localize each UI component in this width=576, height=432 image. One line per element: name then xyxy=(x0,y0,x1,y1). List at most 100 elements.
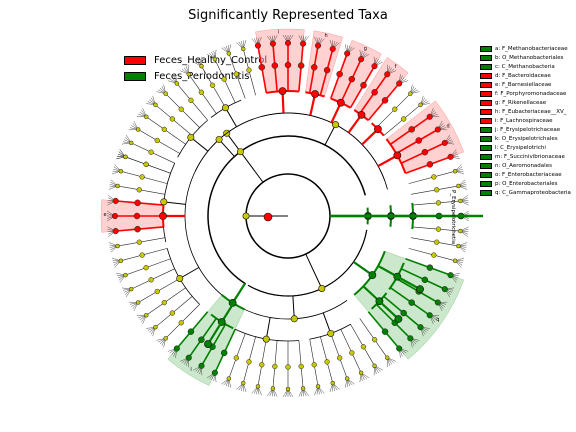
taxon-node xyxy=(392,106,398,112)
clade-shade xyxy=(167,294,245,386)
taxon-node xyxy=(400,309,407,317)
taxon-node xyxy=(258,64,266,71)
taxon-node xyxy=(269,40,276,47)
taxon-node xyxy=(284,39,292,47)
clade-legend-label: f: F_Porphyromonadaceae xyxy=(495,90,567,97)
taxon-node xyxy=(111,212,119,220)
clade-legend-swatch xyxy=(480,45,492,52)
taxon-node xyxy=(358,56,365,63)
clade-legend-entry: m: F_Succinivibrionaceae xyxy=(480,152,576,161)
taxon-node xyxy=(112,197,119,204)
taxon-node xyxy=(431,174,437,180)
clade-legend-label: d: F_Bacteroidaceae xyxy=(495,72,551,79)
taxon-node xyxy=(426,113,433,120)
clade-legend-entry: j: F_Erysipelotrichaceae xyxy=(480,125,576,134)
taxon-node xyxy=(174,81,180,86)
taxon-node xyxy=(434,126,441,133)
subtree-arc xyxy=(207,135,366,285)
taxon-node xyxy=(204,340,212,348)
taxon-node xyxy=(285,386,291,392)
taxon-node xyxy=(384,355,390,360)
taxon-node xyxy=(421,276,429,284)
taxon-node xyxy=(153,102,158,108)
clade-letter: l xyxy=(190,367,191,373)
clade-letter: d xyxy=(446,123,449,129)
clade-legend-swatch xyxy=(480,135,492,142)
clade-legend-swatch xyxy=(480,81,492,88)
taxon-node xyxy=(401,116,407,122)
taxon-node xyxy=(393,151,402,160)
taxon-node xyxy=(176,274,184,282)
clade-legend-label: c: C_Methanobacteria xyxy=(495,63,555,70)
root-node xyxy=(263,212,273,222)
taxon-node xyxy=(135,300,141,305)
clade-legend-entry: c: C_Methanobacteria xyxy=(480,62,576,71)
taxon-node xyxy=(336,70,343,78)
clade-legend-entry: g: F_Rikenellaceae xyxy=(480,98,576,107)
taxon-node xyxy=(434,187,440,193)
taxon-node xyxy=(384,71,391,78)
clade-legend-label: n: O_Aeromonadales xyxy=(495,162,552,169)
clade-letter: g xyxy=(364,46,367,52)
taxon-node xyxy=(456,243,461,249)
taxon-node xyxy=(434,239,440,245)
subtree-arc xyxy=(261,112,386,181)
taxon-node xyxy=(417,324,424,331)
taxon-node xyxy=(368,271,377,279)
taxon-node xyxy=(271,62,279,69)
branch-line xyxy=(324,124,337,146)
taxon-node xyxy=(242,212,250,220)
taxon-node xyxy=(254,42,262,49)
branch-line xyxy=(190,136,209,152)
taxon-node xyxy=(434,299,441,306)
taxon-node xyxy=(161,126,167,133)
taxon-node xyxy=(212,56,218,62)
clade-legend-swatch xyxy=(480,72,492,79)
taxon-node xyxy=(278,87,287,96)
taxon-node xyxy=(209,82,216,88)
clade-legend-entry: d: F_Bacteroidaceae xyxy=(480,71,576,80)
healthy-label: Feces_Healthy_Control xyxy=(154,54,268,66)
group-legend-entry-periodontitis: Feces_Periodontitis xyxy=(124,68,267,84)
ring-label: P_Erysipelotrichetia xyxy=(450,190,456,244)
taxon-node xyxy=(418,102,423,108)
taxon-node xyxy=(128,286,134,292)
taxon-node xyxy=(435,200,442,206)
clade-legend-label: e: F_Barnesiellaceae xyxy=(495,81,552,88)
taxon-node xyxy=(408,91,413,96)
branch-line xyxy=(218,139,235,157)
taxon-node xyxy=(408,299,415,306)
taxon-node xyxy=(118,168,124,174)
clade-legend-entry: k: O_Erysipelotrichales xyxy=(480,134,576,143)
taxon-node xyxy=(300,386,306,391)
taxon-node xyxy=(426,264,434,271)
clade-legend-entry: q: C_Gammaproteobacteria xyxy=(480,188,576,197)
taxon-node xyxy=(396,80,403,87)
clade-letter: e xyxy=(103,212,106,218)
taxon-node xyxy=(456,183,461,189)
taxon-node xyxy=(123,272,128,278)
taxon-node xyxy=(159,212,167,220)
branch-line xyxy=(226,132,241,152)
taxon-node xyxy=(329,45,336,52)
taxon-node xyxy=(133,212,141,220)
taxon-node xyxy=(285,364,291,370)
clade-letter: h xyxy=(324,33,327,39)
taxon-node xyxy=(163,336,168,341)
clade-legend-swatch xyxy=(480,126,492,133)
taxon-node xyxy=(255,384,261,389)
ring-level-2b xyxy=(247,229,368,297)
taxon-node xyxy=(300,40,307,47)
taxon-node xyxy=(198,336,205,343)
taxon-node xyxy=(327,329,335,337)
taxon-node xyxy=(169,310,175,316)
taxon-node xyxy=(222,104,230,112)
taxon-node xyxy=(259,362,265,368)
clade-shade xyxy=(353,250,465,360)
branch-line xyxy=(396,275,421,291)
taxon-node xyxy=(139,174,145,180)
clade-legend-entry: p: O_Enterobacteriales xyxy=(480,179,576,188)
taxon-node xyxy=(324,359,330,365)
taxon-node xyxy=(240,380,246,386)
